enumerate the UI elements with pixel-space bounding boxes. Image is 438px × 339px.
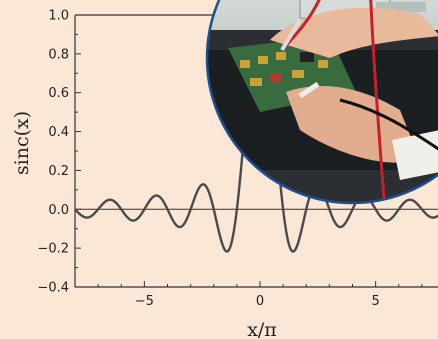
y-tick-label: 0.8 — [48, 47, 69, 62]
y-tick-label: 0.4 — [48, 125, 69, 140]
y-axis-label: sinc(x) — [11, 111, 33, 175]
lab-photo-inset — [205, 0, 438, 205]
y-tick-label: 0.6 — [48, 86, 69, 101]
sinc-curve — [75, 15, 438, 253]
y-tick-labels: 1.0 0.8 0.6 0.4 0.2 0.0 −0.2 −0.4 — [37, 9, 69, 296]
y-tick-label: −0.4 — [37, 281, 69, 296]
x-axis-label: x/π — [247, 319, 277, 339]
y-tick-label: 0.0 — [48, 203, 69, 218]
x-tick-label: 0 — [256, 294, 264, 309]
x-tick-labels: −5 0 5 — [135, 294, 380, 309]
y-tick-label: −0.2 — [37, 242, 69, 257]
x-tick-label: −5 — [135, 294, 154, 309]
y-tick-label: 0.2 — [48, 164, 69, 179]
y-tick-label: 1.0 — [48, 9, 69, 24]
x-tick-label: 5 — [371, 294, 379, 309]
